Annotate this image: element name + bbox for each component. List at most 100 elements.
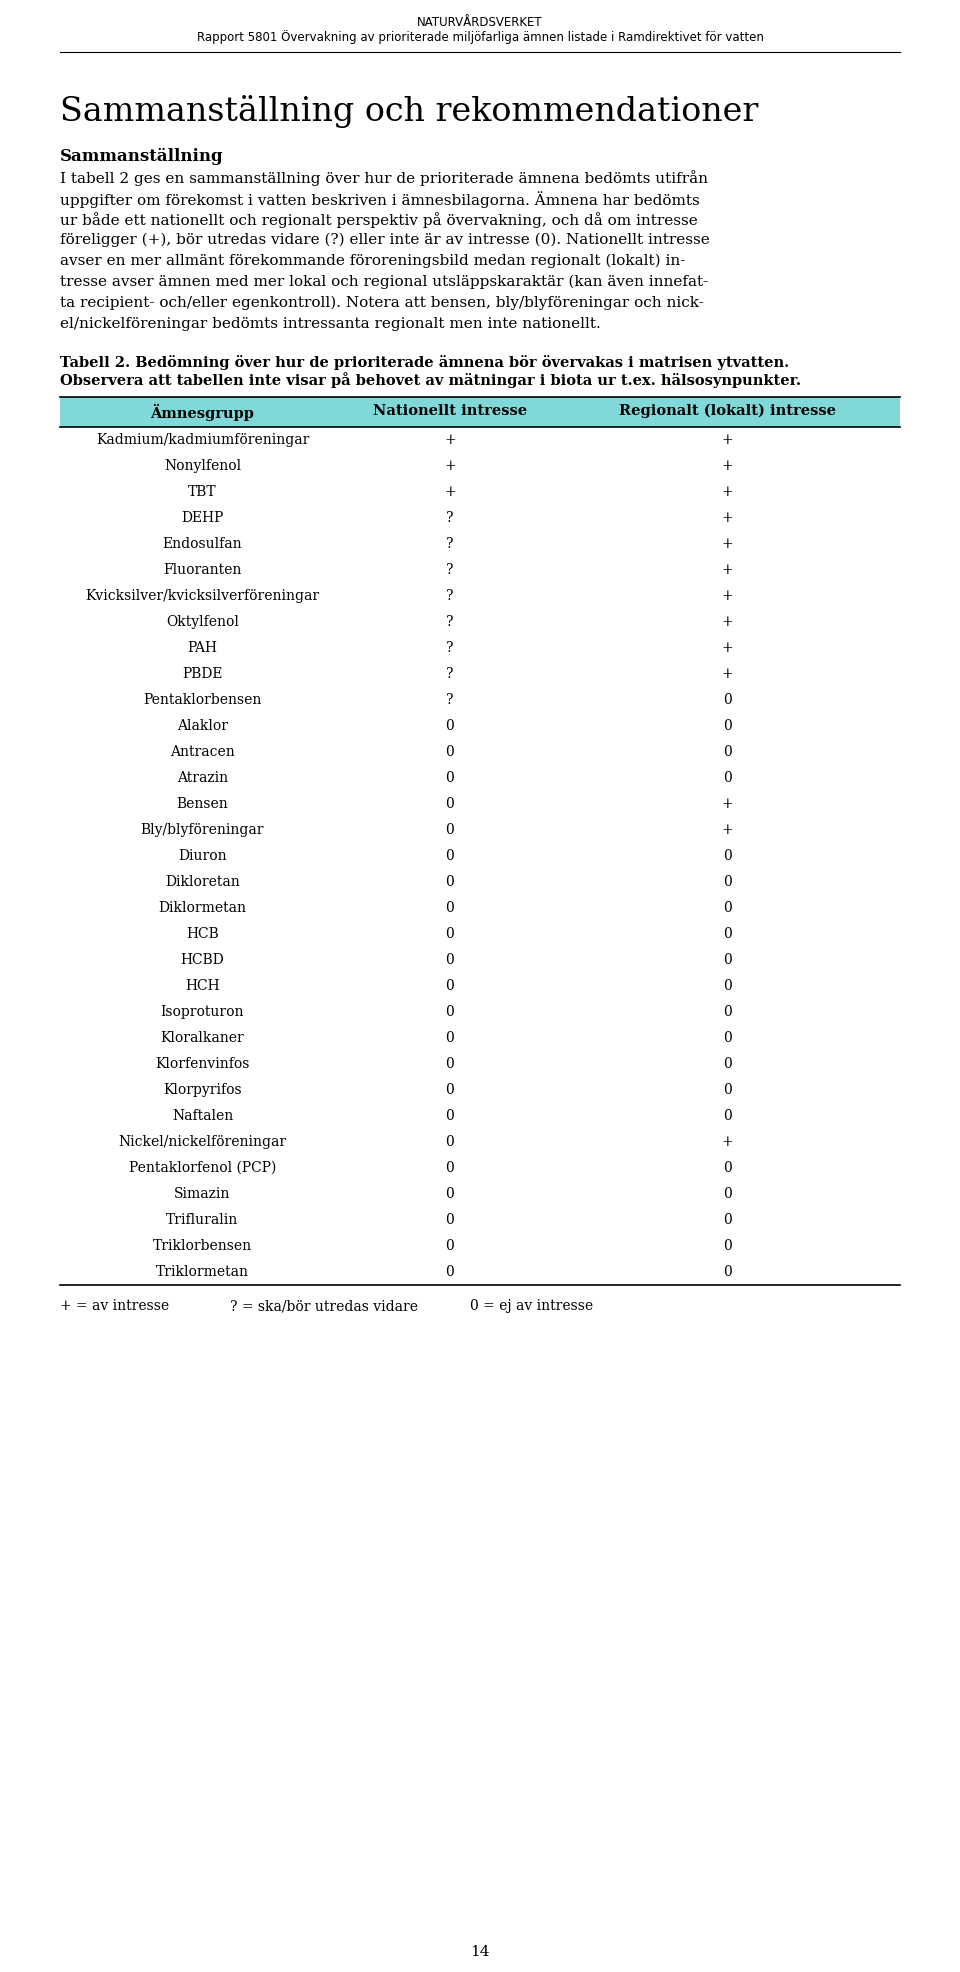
Text: 0: 0 bbox=[723, 1162, 732, 1175]
Text: +: + bbox=[722, 615, 733, 629]
Text: 0: 0 bbox=[445, 1031, 454, 1045]
Text: +: + bbox=[722, 822, 733, 836]
Text: 0: 0 bbox=[723, 692, 732, 708]
Text: +: + bbox=[722, 641, 733, 655]
Text: Sammanställning: Sammanställning bbox=[60, 148, 224, 166]
Text: +: + bbox=[722, 562, 733, 578]
Text: HCH: HCH bbox=[185, 978, 220, 994]
Text: Pentaklorbensen: Pentaklorbensen bbox=[143, 692, 262, 708]
Text: +: + bbox=[444, 434, 456, 448]
Text: HCB: HCB bbox=[186, 927, 219, 941]
Text: 0: 0 bbox=[445, 1006, 454, 1020]
Text: +: + bbox=[722, 434, 733, 448]
Text: I tabell 2 ges en sammanställning över hur de prioriterade ämnena bedömts utifrå: I tabell 2 ges en sammanställning över h… bbox=[60, 170, 708, 185]
Text: 0: 0 bbox=[723, 1057, 732, 1071]
Text: 0: 0 bbox=[445, 876, 454, 889]
Text: 0: 0 bbox=[723, 1264, 732, 1280]
Text: NATURVÅRDSVERKET: NATURVÅRDSVERKET bbox=[418, 16, 542, 30]
Text: 0: 0 bbox=[723, 1006, 732, 1020]
Text: Simazin: Simazin bbox=[175, 1187, 230, 1201]
Text: Atrazin: Atrazin bbox=[177, 771, 228, 785]
Text: 0: 0 bbox=[723, 876, 732, 889]
Text: Trifluralin: Trifluralin bbox=[166, 1213, 239, 1227]
Text: 0: 0 bbox=[445, 1238, 454, 1252]
Text: 0: 0 bbox=[723, 1083, 732, 1096]
Text: DEHP: DEHP bbox=[181, 511, 224, 525]
Text: 0: 0 bbox=[723, 1187, 732, 1201]
Text: Bly/blyföreningar: Bly/blyföreningar bbox=[141, 822, 264, 836]
Text: Diklormetan: Diklormetan bbox=[158, 901, 247, 915]
Text: Isoproturon: Isoproturon bbox=[160, 1006, 244, 1020]
Text: Oktylfenol: Oktylfenol bbox=[166, 615, 239, 629]
Text: 0: 0 bbox=[723, 745, 732, 759]
Text: +: + bbox=[722, 459, 733, 473]
Text: +: + bbox=[722, 667, 733, 680]
Text: Klorfenvinfos: Klorfenvinfos bbox=[156, 1057, 250, 1071]
Text: 0: 0 bbox=[445, 1162, 454, 1175]
Text: +: + bbox=[722, 485, 733, 499]
Text: ta recipient- och/eller egenkontroll). Notera att bensen, bly/blyföreningar och : ta recipient- och/eller egenkontroll). N… bbox=[60, 296, 704, 310]
Text: 0: 0 bbox=[445, 720, 454, 734]
Text: 0: 0 bbox=[445, 927, 454, 941]
Text: +: + bbox=[444, 485, 456, 499]
Text: uppgifter om förekomst i vatten beskriven i ämnesbilagorna. Ämnena har bedömts: uppgifter om förekomst i vatten beskrive… bbox=[60, 191, 700, 207]
Text: +: + bbox=[722, 797, 733, 810]
Text: 14: 14 bbox=[470, 1944, 490, 1958]
Text: 0: 0 bbox=[723, 1108, 732, 1122]
Text: + = av intresse: + = av intresse bbox=[60, 1300, 169, 1313]
Text: Observera att tabellen inte visar på behovet av mätningar i biota ur t.ex. hälso: Observera att tabellen inte visar på beh… bbox=[60, 373, 801, 388]
Text: 0: 0 bbox=[445, 1083, 454, 1096]
Text: ?: ? bbox=[446, 692, 454, 708]
Text: 0: 0 bbox=[723, 771, 732, 785]
Text: ? = ska/bör utredas vidare: ? = ska/bör utredas vidare bbox=[230, 1300, 418, 1313]
Text: Nationellt intresse: Nationellt intresse bbox=[372, 404, 527, 418]
Text: Rapport 5801 Övervakning av prioriterade miljöfarliga ämnen listade i Ramdirekti: Rapport 5801 Övervakning av prioriterade… bbox=[197, 30, 763, 43]
Text: +: + bbox=[722, 1136, 733, 1150]
Text: 0: 0 bbox=[723, 978, 732, 994]
Text: 0: 0 bbox=[445, 771, 454, 785]
Text: 0: 0 bbox=[445, 1108, 454, 1122]
Text: Ämnesgrupp: Ämnesgrupp bbox=[151, 404, 254, 422]
Text: Kvicksilver/kvicksilverföreningar: Kvicksilver/kvicksilverföreningar bbox=[85, 590, 320, 603]
Text: Alaklor: Alaklor bbox=[177, 720, 228, 734]
Text: Nonylfenol: Nonylfenol bbox=[164, 459, 241, 473]
Text: 0: 0 bbox=[723, 850, 732, 864]
Text: PBDE: PBDE bbox=[182, 667, 223, 680]
Text: 0: 0 bbox=[445, 745, 454, 759]
Text: ?: ? bbox=[446, 511, 454, 525]
Bar bbox=[60, 396, 900, 428]
Text: föreligger (+), bör utredas vidare (?) eller inte är av intresse (0). Nationellt: föreligger (+), bör utredas vidare (?) e… bbox=[60, 233, 709, 246]
Text: Diuron: Diuron bbox=[179, 850, 227, 864]
Text: Dikloretan: Dikloretan bbox=[165, 876, 240, 889]
Text: 0: 0 bbox=[445, 797, 454, 810]
Text: avser en mer allmänt förekommande föroreningsbild medan regionalt (lokalt) in-: avser en mer allmänt förekommande förore… bbox=[60, 254, 685, 268]
Text: 0: 0 bbox=[723, 720, 732, 734]
Text: Bensen: Bensen bbox=[177, 797, 228, 810]
Text: PAH: PAH bbox=[187, 641, 218, 655]
Text: 0: 0 bbox=[445, 850, 454, 864]
Text: 0: 0 bbox=[445, 1264, 454, 1280]
Text: 0: 0 bbox=[723, 927, 732, 941]
Text: 0: 0 bbox=[723, 952, 732, 966]
Text: +: + bbox=[722, 590, 733, 603]
Text: ur både ett nationellt och regionalt perspektiv på övervakning, och då om intres: ur både ett nationellt och regionalt per… bbox=[60, 213, 698, 229]
Text: TBT: TBT bbox=[188, 485, 217, 499]
Text: 0: 0 bbox=[723, 1213, 732, 1227]
Text: 0: 0 bbox=[723, 901, 732, 915]
Text: 0: 0 bbox=[723, 1031, 732, 1045]
Text: Klorpyrifos: Klorpyrifos bbox=[163, 1083, 242, 1096]
Text: ?: ? bbox=[446, 590, 454, 603]
Text: Antracen: Antracen bbox=[170, 745, 235, 759]
Text: 0: 0 bbox=[445, 1187, 454, 1201]
Text: ?: ? bbox=[446, 667, 454, 680]
Text: 0: 0 bbox=[723, 1238, 732, 1252]
Text: ?: ? bbox=[446, 641, 454, 655]
Text: el/nickelföreningar bedömts intressanta regionalt men inte nationellt.: el/nickelföreningar bedömts intressanta … bbox=[60, 317, 601, 331]
Text: tresse avser ämnen med mer lokal och regional utsläppskaraktär (kan även innefat: tresse avser ämnen med mer lokal och reg… bbox=[60, 274, 708, 290]
Text: Pentaklorfenol (PCP): Pentaklorfenol (PCP) bbox=[129, 1162, 276, 1175]
Text: Nickel/nickelföreningar: Nickel/nickelföreningar bbox=[118, 1136, 287, 1150]
Text: 0: 0 bbox=[445, 978, 454, 994]
Text: 0: 0 bbox=[445, 1057, 454, 1071]
Text: Sammanställning och rekommendationer: Sammanställning och rekommendationer bbox=[60, 95, 758, 128]
Text: Fluoranten: Fluoranten bbox=[163, 562, 242, 578]
